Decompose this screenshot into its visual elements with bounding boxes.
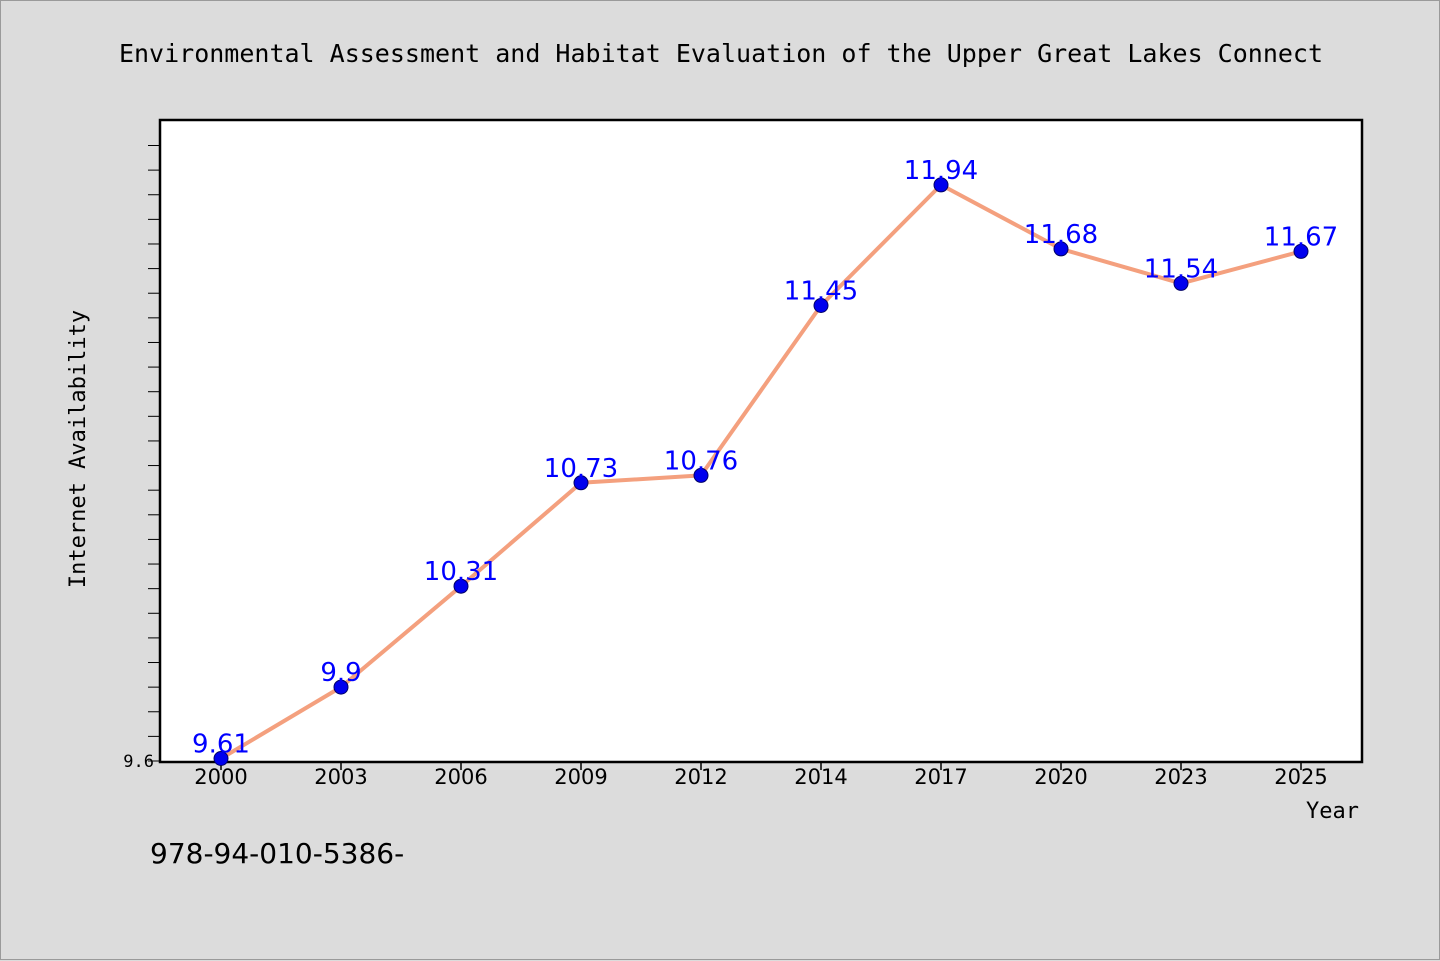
data-labels: 9.61 9.9 10.31 10.73 10.76 11.45 11.94 11.68 11.… [192, 156, 1338, 760]
data-label: 10.73 [544, 454, 618, 484]
footer-code: 978-94-010-5386- [150, 837, 404, 870]
data-label: 11.45 [784, 277, 858, 307]
x-tick-label: 2003 [314, 765, 367, 789]
x-axis-ticks: 2000 2003 2006 2009 2012 2014 2017 2020 2023 2025 [194, 762, 1328, 789]
series-line [219, 182, 1302, 761]
data-label: 11.68 [1024, 220, 1098, 250]
x-tick-label: 2020 [1034, 765, 1087, 789]
data-point [453, 578, 469, 594]
x-axis-label: Year [1306, 799, 1359, 824]
data-point [1173, 275, 1189, 291]
data-point [1293, 243, 1309, 259]
plot-area [158, 118, 1364, 764]
data-label: 9.61 [192, 730, 250, 760]
y-tick-label: 9.6 [123, 752, 154, 772]
data-point [693, 467, 709, 483]
y-axis-ticks [148, 145, 160, 762]
data-point [573, 475, 589, 491]
x-tick-label: 2023 [1154, 765, 1207, 789]
x-tick-label: 2017 [914, 765, 967, 789]
data-point [213, 751, 229, 766]
x-tick-label: 2000 [194, 765, 247, 789]
data-label: 11.94 [904, 156, 978, 186]
x-tick-label: 2009 [554, 765, 607, 789]
chart-title: Environmental Assessment and Habitat Eva… [119, 39, 1323, 68]
data-label: 11.67 [1264, 222, 1338, 252]
x-tick-label: 2006 [434, 765, 487, 789]
data-points [213, 177, 1309, 766]
data-point [1053, 241, 1069, 257]
data-label: 10.76 [664, 446, 738, 476]
data-point [333, 679, 349, 695]
data-point [813, 298, 829, 313]
data-point [933, 177, 949, 193]
x-tick-label: 2014 [794, 765, 847, 789]
y-axis-label: Internet Availability [66, 310, 91, 588]
data-label: 11.54 [1144, 254, 1218, 284]
x-tick-label: 2012 [674, 765, 727, 789]
data-label: 9.9 [320, 658, 361, 688]
data-label: 10.31 [424, 557, 498, 587]
x-tick-label: 2025 [1274, 765, 1327, 789]
